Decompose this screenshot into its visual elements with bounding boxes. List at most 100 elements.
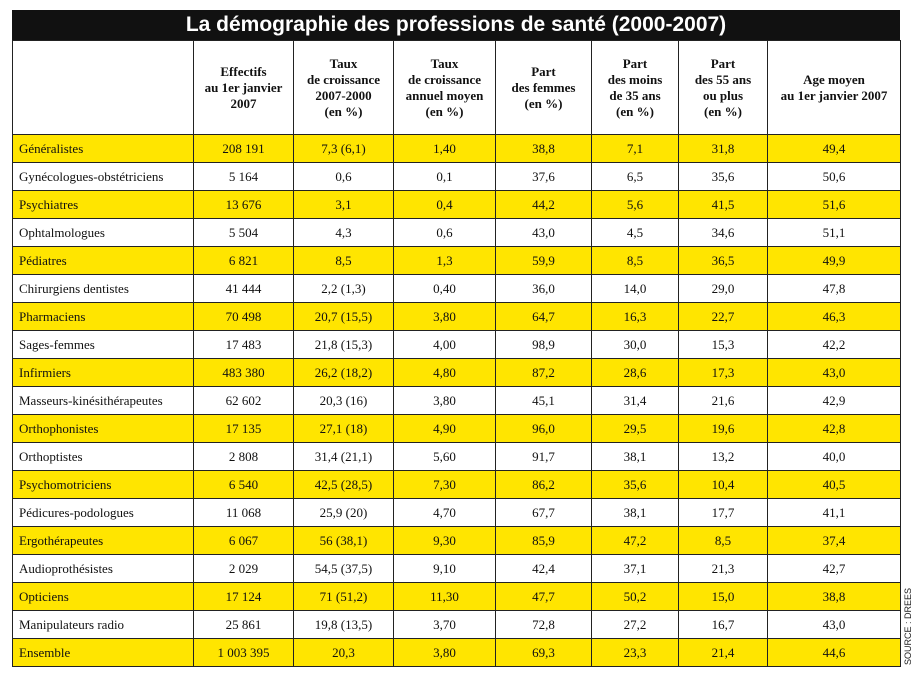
cell: 0,6	[293, 162, 394, 191]
cell: 34,6	[678, 218, 768, 247]
header-line: de 35 ans	[609, 87, 661, 103]
row-label: Manipulateurs radio	[12, 610, 194, 639]
table-row: Pédicures-podologues 11 068 25,9 (20) 4,70 6…	[12, 498, 901, 527]
cell: 27,2	[591, 610, 679, 639]
cell: 40,0	[767, 442, 901, 471]
row-label: Infirmiers	[12, 358, 194, 387]
cell: 6 821	[193, 246, 294, 275]
cell: 44,6	[767, 638, 901, 667]
header-line: (en %)	[616, 103, 654, 119]
title: La démographie des professions de santé …	[12, 10, 900, 40]
cell: 20,7 (15,5)	[293, 302, 394, 331]
cell: 37,6	[495, 162, 592, 191]
cell: 31,8	[678, 134, 768, 163]
cell: 62 602	[193, 386, 294, 415]
header-line: de croissance	[306, 71, 381, 87]
cell: 7,3 (6,1)	[293, 134, 394, 163]
cell: 3,80	[393, 638, 496, 667]
cell: 17 124	[193, 582, 294, 611]
cell: 0,4	[393, 190, 496, 219]
table-row: Ophtalmologues 5 504 4,3 0,6 43,0 4,5 34,6 51,1	[12, 218, 901, 247]
cell: 3,1	[293, 190, 394, 219]
row-label: Généralistes	[12, 134, 194, 163]
header-line: des femmes	[511, 79, 576, 95]
cell: 26,2 (18,2)	[293, 358, 394, 387]
cell: 41 444	[193, 274, 294, 303]
cell: 6,5	[591, 162, 679, 191]
cell: 3,80	[393, 386, 496, 415]
header-cell: Part des 55 ans ou plus (en %)	[678, 40, 768, 135]
cell: 41,5	[678, 190, 768, 219]
cell: 8,5	[678, 526, 768, 555]
table-row: Audioprothésistes 2 029 54,5 (37,5) 9,10 42,…	[12, 554, 901, 583]
table-row: Généralistes 208 191 7,3 (6,1) 1,40 38,8 7,1 3…	[12, 134, 901, 163]
cell: 3,80	[393, 302, 496, 331]
cell: 21,8 (15,3)	[293, 330, 394, 359]
cell: 19,8 (13,5)	[293, 610, 394, 639]
cell: 38,1	[591, 498, 679, 527]
cell: 42,8	[767, 414, 901, 443]
cell: 27,1 (18)	[293, 414, 394, 443]
cell: 30,0	[591, 330, 679, 359]
cell: 21,3	[678, 554, 768, 583]
cell: 8,5	[591, 246, 679, 275]
cell: 71 (51,2)	[293, 582, 394, 611]
cell: 10,4	[678, 470, 768, 499]
cell: 56 (38,1)	[293, 526, 394, 555]
header-line: (en %)	[524, 95, 563, 111]
row-label: Gynécologues-obstétriciens	[12, 162, 194, 191]
cell: 51,6	[767, 190, 901, 219]
cell: 51,1	[767, 218, 901, 247]
header-line: 2007	[230, 95, 257, 111]
cell: 19,6	[678, 414, 768, 443]
cell: 35,6	[678, 162, 768, 191]
cell: 4,70	[393, 498, 496, 527]
row-label: Audioprothésistes	[12, 554, 194, 583]
table-row: Pédiatres 6 821 8,5 1,3 59,9 8,5 36,5 49,9	[12, 246, 901, 275]
cell: 42,2	[767, 330, 901, 359]
cell: 67,7	[495, 498, 592, 527]
cell: 2,2 (1,3)	[293, 274, 394, 303]
cell: 47,7	[495, 582, 592, 611]
row-label: Sages-femmes	[12, 330, 194, 359]
cell: 1,3	[393, 246, 496, 275]
cell: 15,3	[678, 330, 768, 359]
cell: 38,1	[591, 442, 679, 471]
row-label: Orthoptistes	[12, 442, 194, 471]
cell: 11 068	[193, 498, 294, 527]
cell: 38,8	[495, 134, 592, 163]
header-line: ou plus	[702, 87, 744, 103]
cell: 17 135	[193, 414, 294, 443]
cell: 29,0	[678, 274, 768, 303]
cell: 37,4	[767, 526, 901, 555]
cell: 44,2	[495, 190, 592, 219]
cell: 43,0	[767, 610, 901, 639]
cell: 36,0	[495, 274, 592, 303]
table-row: Ergothérapeutes 6 067 56 (38,1) 9,30 85,9 47,…	[12, 526, 901, 555]
cell: 4,5	[591, 218, 679, 247]
cell: 42,4	[495, 554, 592, 583]
row-label: Pédicures-podologues	[12, 498, 194, 527]
cell: 4,80	[393, 358, 496, 387]
cell: 72,8	[495, 610, 592, 639]
header-line: de croissance	[407, 71, 482, 87]
cell: 91,7	[495, 442, 592, 471]
table-row: Orthophonistes 17 135 27,1 (18) 4,90 96,0 29,…	[12, 414, 901, 443]
cell: 47,2	[591, 526, 679, 555]
row-label: Psychomotriciens	[12, 470, 194, 499]
header-line: des 55 ans	[694, 71, 752, 87]
table-row: Opticiens 17 124 71 (51,2) 11,30 47,7 50,2 15,…	[12, 582, 901, 611]
table-row: Pharmaciens 70 498 20,7 (15,5) 3,80 64,7 16,3…	[12, 302, 901, 331]
cell: 28,6	[591, 358, 679, 387]
cell: 9,10	[393, 554, 496, 583]
table: Effectifs au 1er janvier 2007 Taux de croiss…	[12, 40, 901, 667]
cell: 85,9	[495, 526, 592, 555]
cell: 20,3	[293, 638, 394, 667]
cell: 37,1	[591, 554, 679, 583]
header-line: (en %)	[704, 103, 742, 119]
header-line: Part	[531, 63, 556, 79]
cell: 36,5	[678, 246, 768, 275]
row-label: Ophtalmologues	[12, 218, 194, 247]
cell: 6 540	[193, 470, 294, 499]
cell: 14,0	[591, 274, 679, 303]
